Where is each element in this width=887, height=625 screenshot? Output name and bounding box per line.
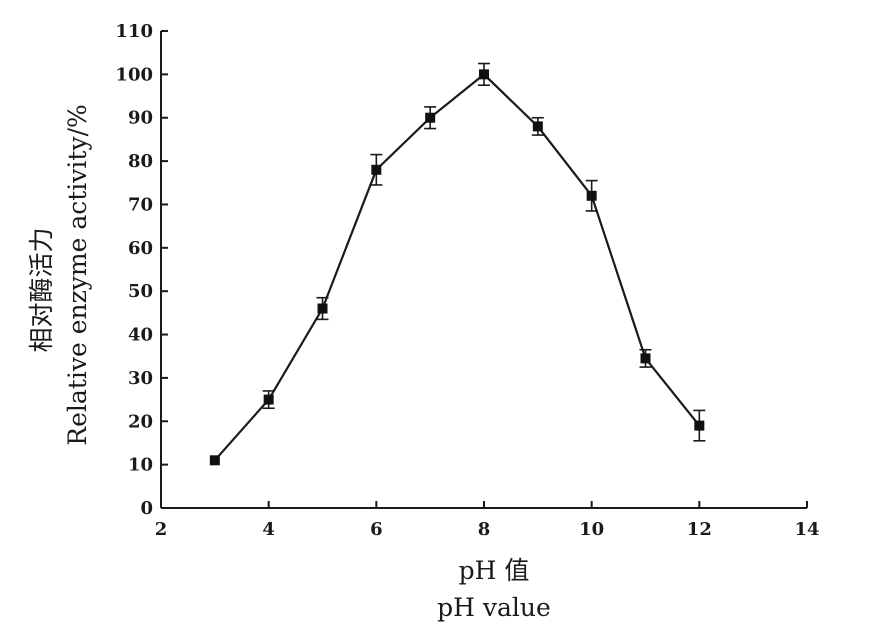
data-point-ph-9 bbox=[532, 121, 543, 132]
y-tick-label-80: 80 bbox=[128, 151, 153, 172]
y-tick-label-10: 10 bbox=[128, 455, 153, 476]
data-point-ph-4 bbox=[263, 394, 274, 405]
data-point-ph-7 bbox=[425, 112, 436, 123]
plot-area bbox=[209, 62, 706, 466]
x-tick-label-14: 14 bbox=[794, 519, 819, 540]
y-tick-labels: 0 10 20 30 40 50 60 70 80 90 100 110 bbox=[115, 21, 153, 519]
axes bbox=[160, 31, 807, 509]
y-tick-label-30: 30 bbox=[128, 368, 153, 389]
y-tick-label-20: 20 bbox=[128, 411, 153, 432]
data-point-ph-5 bbox=[317, 303, 328, 314]
y-tick-label-110: 110 bbox=[115, 21, 153, 42]
y-axis-title: Relative enzyme activity/% bbox=[63, 104, 92, 445]
tick-marks bbox=[160, 30, 808, 509]
data-point-ph-6 bbox=[371, 164, 382, 175]
data-point-ph-3 bbox=[209, 455, 220, 466]
x-axis-title-cn: pH 值 bbox=[459, 556, 530, 585]
y-tick-label-40: 40 bbox=[128, 325, 153, 346]
x-axis-title: pH value bbox=[437, 593, 551, 622]
x-tick-labels: 2 4 6 8 10 12 14 bbox=[155, 519, 820, 540]
data-point-ph-12 bbox=[694, 420, 705, 431]
y-tick-label-90: 90 bbox=[128, 108, 153, 129]
x-tick-label-12: 12 bbox=[687, 519, 712, 540]
x-tick-label-8: 8 bbox=[478, 519, 491, 540]
data-point-ph-11 bbox=[640, 353, 651, 364]
series-line-0 bbox=[213, 72, 701, 462]
x-tick-label-4: 4 bbox=[262, 519, 275, 540]
data-point-ph-10 bbox=[586, 190, 597, 201]
y-tick-label-50: 50 bbox=[128, 281, 153, 302]
y-tick-label-0: 0 bbox=[140, 498, 153, 519]
x-tick-label-2: 2 bbox=[155, 519, 168, 540]
y-tick-label-60: 60 bbox=[128, 238, 153, 259]
y-tick-label-70: 70 bbox=[128, 194, 153, 215]
data-point-ph-8 bbox=[479, 69, 489, 80]
y-axis-title-cn: 相对酶活力 bbox=[27, 227, 56, 352]
y-tick-label-100: 100 bbox=[115, 64, 153, 85]
x-tick-label-6: 6 bbox=[370, 519, 383, 540]
x-tick-label-10: 10 bbox=[579, 519, 604, 540]
